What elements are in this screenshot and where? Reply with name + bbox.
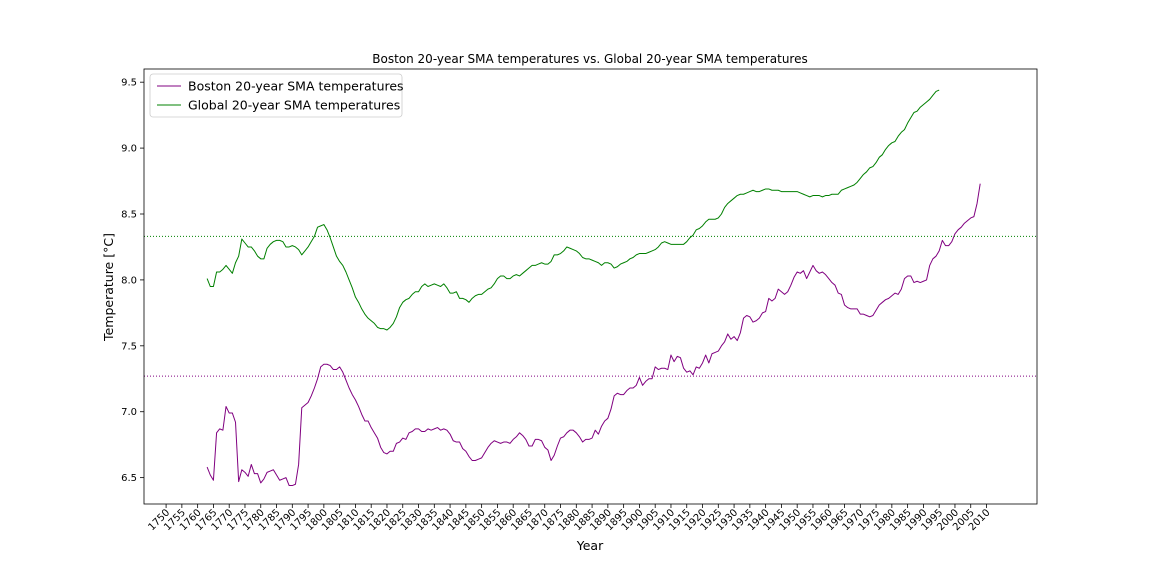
- y-tick-label: 8.5: [121, 210, 137, 221]
- y-tick-label: 9.5: [121, 78, 137, 89]
- series-line-0: [206, 183, 981, 487]
- legend-label-boston: Boston 20-year SMA temperatures: [188, 79, 404, 94]
- legend-label-global: Global 20-year SMA temperatures: [188, 98, 400, 113]
- y-tick-label: 7.0: [121, 407, 137, 418]
- legend-box: [149, 73, 403, 118]
- x-axis-label: Year: [576, 538, 604, 553]
- plot-area-frame: [143, 68, 1038, 505]
- y-tick-label: 9.0: [121, 144, 137, 155]
- y-tick-label: 7.5: [121, 341, 137, 352]
- y-tick-label: 8.0: [121, 275, 137, 286]
- y-axis: 6.5 7.0 7.5 8.0 8.5 9.0 9.5: [121, 78, 144, 484]
- y-tick-label: 6.5: [121, 473, 137, 484]
- legend: Boston 20-year SMA temperatures Global 2…: [149, 73, 404, 118]
- series-layer: [144, 89, 1037, 487]
- chart-title: Boston 20-year SMA temperatures vs. Glob…: [372, 52, 807, 66]
- x-axis: 1750175517601765177017751780178517901795…: [146, 504, 993, 533]
- y-axis-label: Temperature [°C]: [101, 233, 116, 342]
- series-line-1: [206, 89, 940, 331]
